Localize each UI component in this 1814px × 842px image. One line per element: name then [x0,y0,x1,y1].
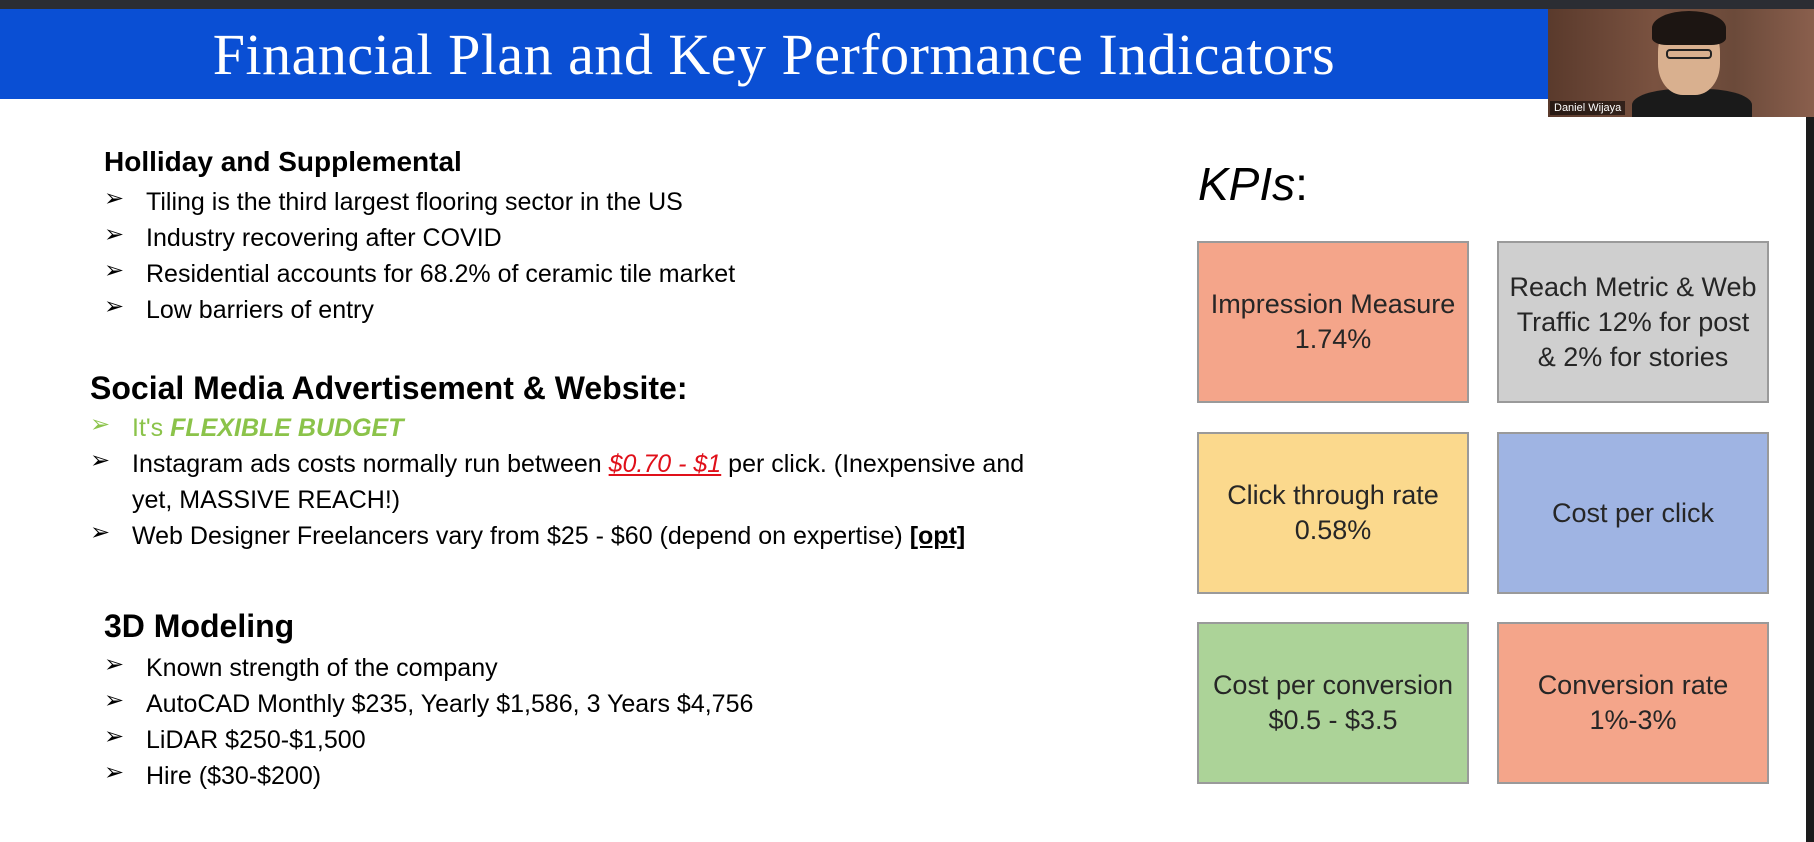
flexible-budget-emphasis: FLEXIBLE BUDGET [170,414,404,442]
arrow-bullet-icon: ➢ [104,651,125,678]
arrow-bullet-icon: ➢ [90,519,111,546]
list-item-text: Residential accounts for 68.2% of cerami… [146,260,736,288]
slide-title: Financial Plan and Key Performance Indic… [212,21,1336,87]
list-item-text: Known strength of the company [146,654,498,682]
list-item: ➢ Hire ($30-$200) [104,758,753,794]
kpi-cpc-box: Cost per click [1497,432,1769,594]
web-designer-text: Web Designer Freelancers vary from $25 -… [132,522,910,550]
instagram-suffix: per click. (Inexpensive and [721,450,1025,478]
arrow-bullet-icon: ➢ [104,185,125,212]
instagram-text: Instagram ads costs normally run between [132,450,609,478]
social-media-bullet-list: ➢ It's FLEXIBLE BUDGET ➢ Instagram ads c… [90,410,1130,554]
kpis-title-word: KPIs [1198,158,1296,210]
kpi-reach-box: Reach Metric & Web Traffic 12% for post … [1497,241,1769,403]
list-item-text: Instagram ads costs normally run between… [132,446,1024,518]
arrow-bullet-icon: ➢ [104,293,125,320]
list-item: ➢ Tiling is the third largest flooring se… [104,184,735,220]
list-item: ➢ Industry recovering after COVID [104,220,735,256]
list-item-text: It's FLEXIBLE BUDGET [132,410,403,446]
flexible-prefix: It's [132,414,171,442]
kpi-conversion-rate-box: Conversion rate 1%-3% [1497,622,1769,784]
social-media-heading: Social Media Advertisement & Website: [90,370,688,406]
arrow-bullet-icon: ➢ [104,687,125,714]
holiday-heading: Holliday and Supplemental [104,146,462,177]
list-item: ➢ Web Designer Freelancers vary from $25… [90,518,1130,554]
list-item-text: Industry recovering after COVID [146,224,502,252]
participant-name-label: Daniel Wijaya [1550,101,1626,115]
list-item: ➢ Low barriers of entry [104,292,735,328]
opt-tag: [opt] [909,522,966,550]
arrow-bullet-icon: ➢ [90,411,111,438]
participant-glasses [1666,49,1712,59]
arrow-bullet-icon: ➢ [104,759,125,786]
list-item: ➢ LiDAR $250-$1,500 [104,722,753,758]
instagram-price: $0.70 - $1 [608,450,722,478]
kpis-title: KPIs: [1198,157,1308,211]
list-item-text: Hire ($30-$200) [146,762,322,790]
arrow-bullet-icon: ➢ [104,221,125,248]
list-item: ➢ It's FLEXIBLE BUDGET [90,410,1130,446]
list-item: ➢ Residential accounts for 68.2% of ceram… [104,256,735,292]
window-right-edge [1806,117,1814,842]
window-top-strip [0,0,1814,9]
list-item: ➢ Known strength of the company [104,650,753,686]
participant-video-tile[interactable]: Daniel Wijaya [1548,9,1814,117]
modeling-heading: 3D Modeling [104,608,295,644]
arrow-bullet-icon: ➢ [90,447,111,474]
instagram-line2: yet, MASSIVE REACH!) [132,486,401,514]
kpi-impression-box: Impression Measure 1.74% [1197,241,1469,403]
list-item-text: Tiling is the third largest flooring sec… [146,188,683,216]
kpi-cost-per-conversion-box: Cost per conversion $0.5 - $3.5 [1197,622,1469,784]
arrow-bullet-icon: ➢ [104,723,125,750]
kpis-title-colon: : [1295,158,1308,210]
list-item-text: LiDAR $250-$1,500 [146,726,366,754]
participant-hair [1652,11,1726,45]
arrow-bullet-icon: ➢ [104,257,125,284]
modeling-bullet-list: ➢ Known strength of the company ➢ AutoCAD … [104,650,753,794]
list-item: ➢ Instagram ads costs normally run betwe… [90,446,1130,518]
holiday-bullet-list: ➢ Tiling is the third largest flooring se… [104,184,735,328]
list-item-text: Low barriers of entry [146,296,374,324]
list-item-text: Web Designer Freelancers vary from $25 -… [132,518,965,554]
kpi-ctr-box: Click through rate 0.58% [1197,432,1469,594]
list-item: ➢ AutoCAD Monthly $235, Yearly $1,586, 3 … [104,686,753,722]
list-item-text: AutoCAD Monthly $235, Yearly $1,586, 3 Y… [146,690,754,718]
slide-title-bar: Financial Plan and Key Performance Indic… [0,9,1548,99]
